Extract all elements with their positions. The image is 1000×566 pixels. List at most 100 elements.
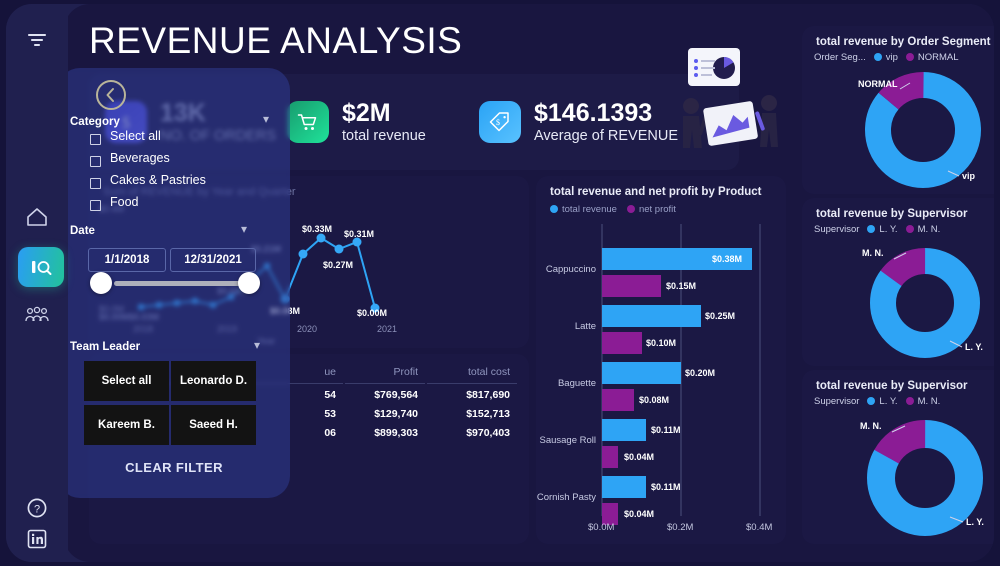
legend-title: Supervisor — [814, 224, 860, 235]
donut-supervisor-card-1[interactable]: total revenue by Supervisor Supervisor L… — [802, 198, 994, 366]
team-leader-saeed[interactable]: Saeed H. — [171, 405, 256, 445]
category-option-label[interactable]: Beverages — [110, 151, 170, 165]
legend-item-mn[interactable]: M. N. — [905, 224, 940, 235]
cell: 53 — [324, 407, 336, 420]
legend-label: net profit — [638, 204, 676, 215]
chevron-down-icon[interactable]: ▾ — [263, 112, 270, 126]
team-leader-kareem[interactable]: Kareem B. — [84, 405, 169, 445]
legend-swatch-blue — [550, 205, 558, 213]
sidebar-item-analytics[interactable] — [18, 247, 64, 287]
donut-callout-mn: M. N. — [860, 421, 882, 431]
checkbox-food[interactable] — [90, 200, 101, 211]
chevron-down-icon[interactable]: ▾ — [241, 222, 248, 236]
chart-legend: Order Seg... vip NORMAL — [814, 52, 959, 63]
point-label: $0.27M — [323, 260, 354, 270]
kpi-card-average[interactable]: $ $146.1393 Average of REVENUE — [479, 90, 678, 154]
home-icon[interactable] — [20, 200, 54, 234]
filter-panel[interactable]: Category ▾ Select all Beverages Cakes & … — [58, 68, 290, 498]
x-axis-tick: 2021 — [377, 324, 398, 334]
people-icon[interactable] — [20, 298, 54, 332]
legend-item-vip[interactable]: vip — [873, 52, 898, 63]
chart-title: total revenue by Supervisor — [816, 380, 968, 392]
donut-callout-ly: L. Y. — [966, 517, 984, 527]
linkedin-icon[interactable] — [20, 522, 54, 556]
donut-callout-ly: L. Y. — [965, 342, 983, 352]
table-row[interactable]: 53 $129,740 $152,713 — [101, 405, 517, 422]
legend-item-ly[interactable]: L. Y. — [867, 224, 898, 235]
back-arrow-icon[interactable] — [96, 80, 126, 110]
clear-filter-button[interactable]: CLEAR FILTER — [125, 460, 223, 475]
checkbox-beverages[interactable] — [90, 156, 101, 167]
category-option-label[interactable]: Food — [110, 195, 139, 209]
cart-icon — [287, 101, 329, 143]
table-row[interactable]: 06 $899,303 $970,403 — [101, 424, 517, 441]
date-end-input[interactable]: 12/31/2021 — [170, 248, 256, 272]
bar-value-label: $0.04M — [624, 452, 655, 462]
point-label: $0.31M — [344, 229, 375, 239]
chevron-down-icon[interactable]: ▾ — [254, 338, 261, 352]
filter-icon[interactable] — [20, 24, 54, 58]
bar-value-label: $0.11M — [651, 425, 681, 435]
legend-item-net-profit[interactable]: net profit — [626, 204, 676, 215]
category-label: Sausage Roll — [539, 435, 596, 446]
legend-title: Supervisor — [814, 396, 860, 407]
cell: $899,303 — [374, 426, 418, 439]
team-leader-leonardo[interactable]: Leonardo D. — [171, 361, 256, 401]
date-slider-track[interactable] — [114, 281, 250, 286]
x-axis-tick: 2020 — [297, 324, 318, 334]
checkbox-cakes-pastries[interactable] — [90, 178, 101, 189]
category-option-label[interactable]: Cakes & Pastries — [110, 173, 206, 187]
donut-plot — [867, 420, 983, 536]
date-filter-label: Date — [70, 225, 95, 237]
date-start-input[interactable]: 1/1/2018 — [88, 248, 166, 272]
category-label: Cappuccino — [545, 264, 596, 275]
cell: 54 — [324, 388, 336, 401]
x-axis-tick: $0.0M — [588, 522, 615, 533]
checkbox-select-all-category[interactable] — [90, 134, 101, 145]
legend-item-total-revenue[interactable]: total revenue — [550, 204, 617, 215]
donut-supervisor-card-2[interactable]: total revenue by Supervisor Supervisor L… — [802, 370, 994, 544]
legend-label: L. Y. — [879, 396, 898, 407]
table-col-total-cost: total cost — [427, 364, 517, 384]
table-col-profit[interactable]: Profit — [345, 364, 425, 384]
donut-callout-mn: M. N. — [862, 248, 884, 258]
sidebar: ? — [6, 4, 68, 562]
category-label: Latte — [574, 321, 596, 332]
category-filter-label: Category — [70, 116, 120, 128]
donut-plot — [865, 72, 981, 188]
donut-order-segment-card[interactable]: total revenue by Order Segment Order Seg… — [802, 26, 994, 194]
product-bar-chart-card[interactable]: total revenue and net profit by Product … — [536, 176, 786, 544]
cell: $970,403 — [466, 426, 510, 439]
legend-label: total revenue — [562, 204, 617, 215]
category-option-label[interactable]: Select all — [110, 129, 161, 143]
legend-swatch-purple — [905, 53, 914, 61]
chart-title: total revenue by Supervisor — [816, 208, 968, 220]
help-icon[interactable]: ? — [20, 491, 54, 525]
cell: $152,713 — [466, 407, 510, 420]
legend-swatch-purple — [905, 225, 914, 233]
point-label: $0.33M — [302, 224, 333, 234]
kpi-card-revenue[interactable]: $2M total revenue — [287, 90, 426, 154]
legend-label: L. Y. — [879, 224, 898, 235]
bar-value-label: $0.11M — [651, 482, 681, 492]
chart-title: total revenue by Order Segment — [816, 36, 991, 48]
chart-title: total revenue and net profit by Product — [550, 186, 762, 198]
team-leader-select-all[interactable]: Select all — [84, 361, 169, 401]
x-axis-tick: $0.2M — [667, 522, 694, 533]
price-tag-icon: $ — [479, 101, 521, 143]
category-label: Cornish Pasty — [536, 492, 596, 503]
date-slider-handle-end[interactable] — [238, 272, 260, 294]
date-slider-handle-start[interactable] — [90, 272, 112, 294]
legend-label: NORMAL — [917, 52, 959, 63]
kpi-label: total revenue — [342, 128, 426, 145]
legend-item-ly[interactable]: L. Y. — [867, 396, 898, 407]
kpi-value: $2M — [342, 99, 391, 128]
bar-value-label: $0.10M — [646, 338, 677, 348]
legend-swatch-purple — [905, 397, 914, 405]
legend-item-mn[interactable]: M. N. — [905, 396, 940, 407]
table-row[interactable]: 54 $769,564 $817,690 — [101, 386, 517, 403]
bar-value-label: $0.25M — [705, 311, 736, 321]
legend-item-normal[interactable]: NORMAL — [905, 52, 959, 63]
legend-title: Order Seg... — [814, 52, 866, 63]
